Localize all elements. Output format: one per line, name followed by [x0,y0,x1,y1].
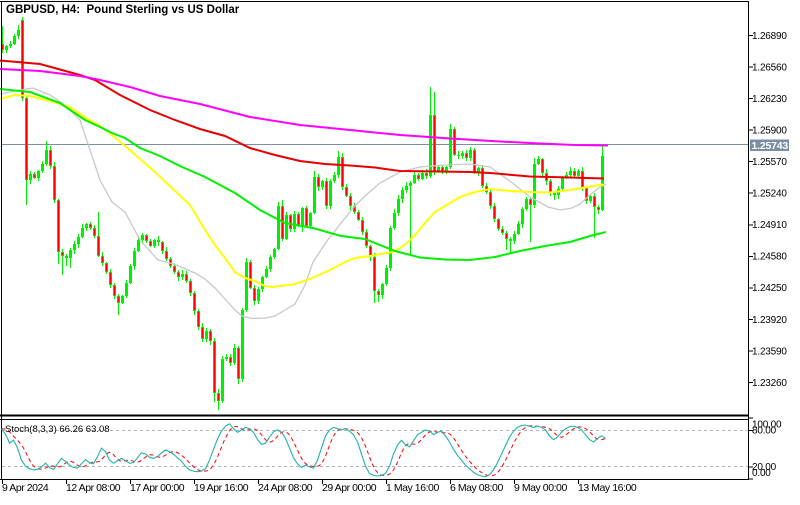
svg-text:1.25900: 1.25900 [752,126,787,137]
svg-text:0.00: 0.00 [752,468,771,479]
svg-text:6 May 08:00: 6 May 08:00 [450,482,503,494]
svg-text:1.24580: 1.24580 [752,252,787,263]
svg-text:17 Apr 00:00: 17 Apr 00:00 [130,482,185,494]
svg-text:20.00: 20.00 [752,462,777,473]
svg-text:GBPUSD, H4: Pound Sterling vs: GBPUSD, H4: Pound Sterling vs US Dollar [6,4,240,16]
svg-text:1.25570: 1.25570 [752,157,787,168]
svg-text:19 Apr 16:00: 19 Apr 16:00 [194,482,249,494]
svg-text:1.25240: 1.25240 [752,189,787,200]
svg-text:29 Apr 00:00: 29 Apr 00:00 [322,482,377,494]
svg-text:1.23260: 1.23260 [752,378,787,389]
svg-text:1.26890: 1.26890 [752,31,787,42]
svg-text:1.23590: 1.23590 [752,346,787,357]
svg-text:1.26230: 1.26230 [752,94,787,105]
svg-text:1.25743: 1.25743 [752,140,789,152]
svg-text:9 May 00:00: 9 May 00:00 [514,482,567,494]
svg-text:100.00: 100.00 [752,420,782,431]
svg-text:80.00: 80.00 [752,426,777,437]
svg-text:1.24250: 1.24250 [752,283,787,294]
svg-text:9 Apr 2024: 9 Apr 2024 [2,482,49,494]
svg-text:1.24910: 1.24910 [752,220,787,231]
svg-text:24 Apr 08:00: 24 Apr 08:00 [258,482,313,494]
svg-text:1.23920: 1.23920 [752,315,787,326]
svg-text:12 Apr 08:00: 12 Apr 08:00 [66,482,121,494]
svg-text:13 May 16:00: 13 May 16:00 [578,482,637,494]
svg-text:1 May 16:00: 1 May 16:00 [386,482,439,494]
svg-text:Stoch(8,3,3) 66.26 63.08: Stoch(8,3,3) 66.26 63.08 [5,424,110,435]
svg-text:1.26560: 1.26560 [752,62,787,73]
